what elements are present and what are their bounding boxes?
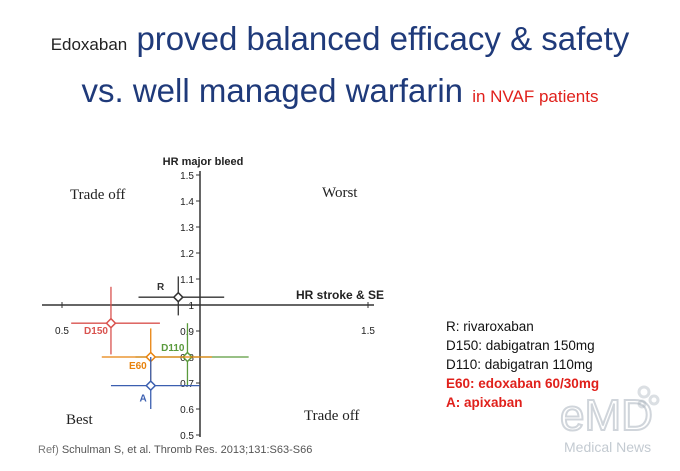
quadrant-label-bottom-right: Trade off	[304, 408, 359, 424]
title-main-2: vs. well managed warfarin	[81, 72, 464, 109]
reference-citation: Schulman S, et al. Thromb Res. 2013;131:…	[61, 444, 313, 456]
quadrant-label-bottom-left: Best	[66, 412, 94, 428]
point-label-d110: D110	[161, 343, 185, 354]
point-label-a: A	[140, 394, 147, 405]
legend-item-d110: D110: dabigatran 110mg	[446, 357, 593, 372]
legend-item-d150: D150: dabigatran 150mg	[446, 338, 595, 353]
watermark-logo-text: eMD	[560, 391, 653, 440]
y-tick-label-5: 1	[188, 301, 194, 312]
legend-item-r: R: rivaroxaban	[446, 319, 534, 334]
x-axis-label: HR stroke & SE	[296, 288, 384, 302]
reference-lead: Ref)	[38, 444, 59, 456]
title-drug-name: Edoxaban	[50, 35, 128, 54]
title-main-1: proved balanced efficacy & safety	[136, 20, 630, 57]
y-tick-label-7: 1.2	[180, 249, 194, 260]
y-tick-label-0: 0.5	[180, 431, 194, 442]
point-label-r: R	[157, 282, 165, 293]
point-marker-d150	[105, 317, 117, 329]
y-tick-label-6: 1.1	[180, 275, 194, 286]
title-line-1: Edoxaban proved balanced efficacy & safe…	[0, 20, 680, 58]
y-tick-label-1: 0.6	[180, 405, 194, 416]
y-tick-label-8: 1.3	[180, 223, 194, 234]
x-tick-label-0: 0.5	[55, 326, 69, 337]
y-axis-label: HR major bleed	[163, 156, 244, 168]
point-marker-a	[145, 380, 157, 392]
quadrant-label-top-right: Worst	[322, 185, 358, 201]
reference: Ref) Schulman S, et al. Thromb Res. 2013…	[38, 444, 312, 456]
legend-item-a: A: apixaban	[446, 395, 523, 410]
legend: R: rivaroxaban D150: dabigatran 150mg D1…	[446, 317, 599, 412]
quadrant-label-top-left: Trade off	[70, 187, 125, 203]
point-label-e60: E60	[129, 361, 147, 372]
legend-item-e60: E60: edoxaban 60/30mg	[446, 376, 600, 391]
point-marker-r	[172, 291, 184, 303]
title-line-2: vs. well managed warfarin in NVAF patien…	[0, 72, 680, 110]
emd-watermark-logo: eMD Medical News	[559, 385, 660, 455]
title-population: in NVAF patients	[472, 87, 599, 106]
y-tick-label-10: 1.5	[180, 171, 194, 182]
watermark-caption: Medical News	[564, 439, 651, 455]
point-label-d150: D150	[84, 326, 108, 337]
forest-quadrant-chart: 0.50.60.70.80.911.11.21.31.41.50.51.5HR …	[42, 156, 384, 442]
x-tick-label-1: 1.5	[361, 326, 375, 337]
y-tick-label-9: 1.4	[180, 197, 194, 208]
